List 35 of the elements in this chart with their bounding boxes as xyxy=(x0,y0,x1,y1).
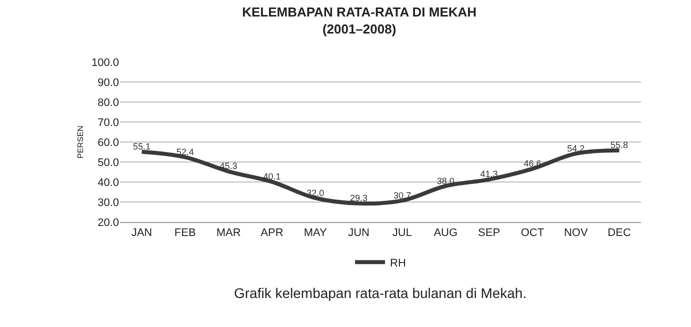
data-label: 38.0 xyxy=(436,176,454,186)
x-tick-label: MAY xyxy=(304,227,328,240)
x-tick-label: AUG xyxy=(434,227,458,240)
x-tick-label: JUN xyxy=(348,227,370,240)
y-tick-label: 60.0 xyxy=(98,136,119,149)
y-axis-title: PERSEN xyxy=(76,125,86,158)
x-tick-label: OCT xyxy=(520,227,544,240)
data-label: 29.3 xyxy=(350,193,368,204)
data-label: 52.4 xyxy=(176,146,194,157)
y-tick-label: 30.0 xyxy=(98,196,119,209)
chart-subtitle: (2001–2008) xyxy=(322,21,396,36)
y-tick-label: 40.0 xyxy=(98,176,119,189)
text: Grafik kelembapan rata-rata bulanan di Mekah. xyxy=(234,285,527,301)
y-tick-label: 70.0 xyxy=(98,116,119,129)
data-label: 30.7 xyxy=(393,190,411,200)
data-label: 55.8 xyxy=(610,140,628,150)
legend-label: RH xyxy=(390,257,406,270)
x-tick-label: JAN xyxy=(131,227,152,240)
x-tick-label: APR xyxy=(260,227,284,240)
x-tick-label: MAR xyxy=(216,227,241,240)
x-tick-label: SEP xyxy=(478,227,500,240)
y-tick-label: 90.0 xyxy=(98,76,119,89)
data-label: 55.1 xyxy=(132,142,150,152)
y-tick-label: 50.0 xyxy=(98,156,119,169)
data-label: 40.1 xyxy=(263,172,281,182)
x-tick-label: DEC xyxy=(608,227,631,240)
data-label: 54.2 xyxy=(567,143,585,154)
data-label: 41.3 xyxy=(480,169,498,180)
y-tick-label: 100.0 xyxy=(91,56,119,69)
x-tick-label: FEB xyxy=(174,227,196,240)
chart-title: KELEMBAPAN RATA-RATA DI MEKAH xyxy=(242,4,477,20)
y-tick-label: 20.0 xyxy=(98,216,119,229)
y-tick-label: 80.0 xyxy=(98,96,119,109)
x-tick-label: JUL xyxy=(392,227,412,240)
x-tick-label: NOV xyxy=(564,227,588,240)
